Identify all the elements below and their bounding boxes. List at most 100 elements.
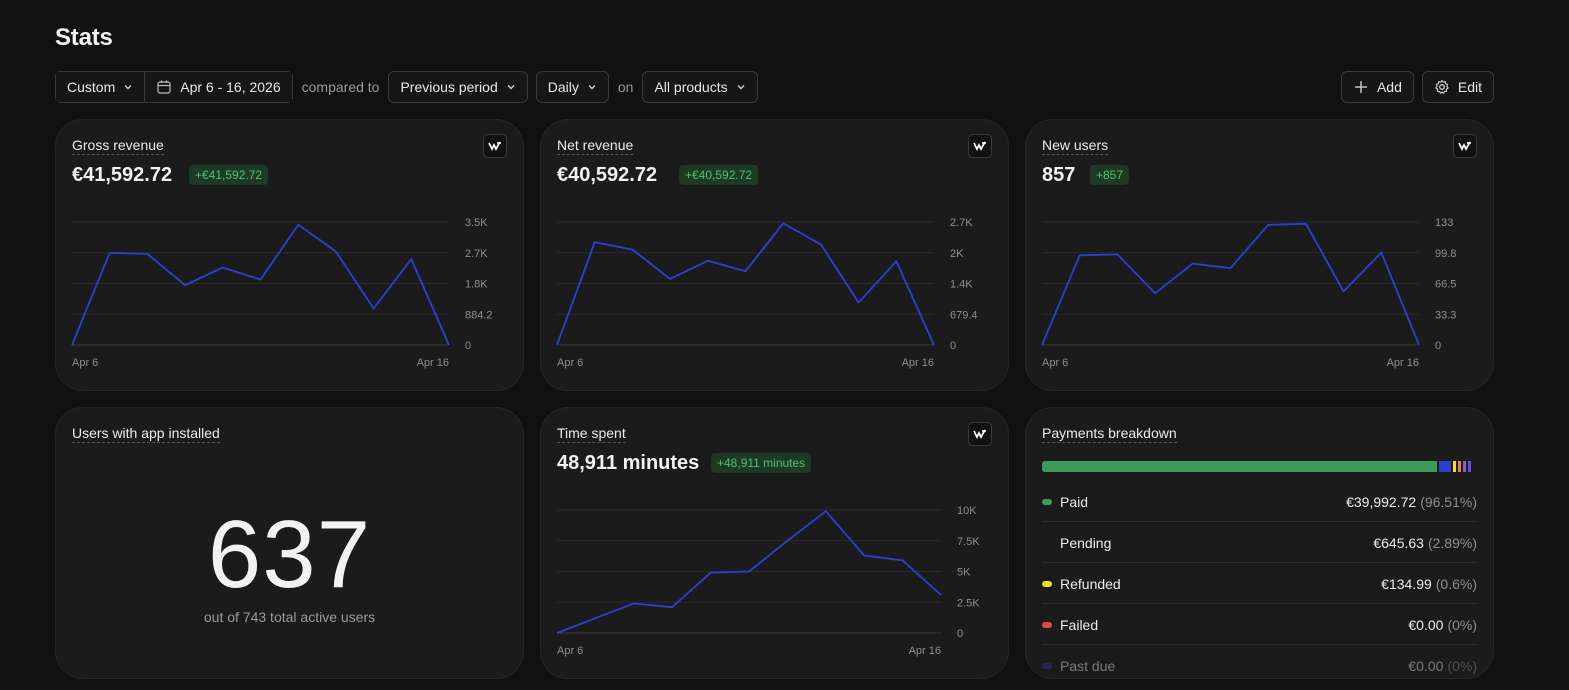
card-value: €40,592.72 xyxy=(557,164,658,186)
payments-breakdown-card[interactable]: Payments breakdown Paid €39,992.72 (96.5… xyxy=(1025,407,1494,679)
date-range-picker[interactable]: Apr 6 - 16, 2026 xyxy=(144,72,292,102)
payment-status: Pending xyxy=(1060,534,1112,551)
x-tick-label: Apr 6 xyxy=(1042,357,1068,369)
payment-percent: (0%) xyxy=(1447,616,1477,633)
filter-toolbar: Custom Apr 6 - 16, 2026 compared to Prev… xyxy=(55,71,758,103)
y-tick-label: 2.7K xyxy=(950,217,973,229)
y-tick-label: 99.8 xyxy=(1435,248,1456,260)
status-dot xyxy=(1042,580,1052,587)
edit-button[interactable]: Edit xyxy=(1421,71,1494,103)
status-dot xyxy=(1042,663,1052,669)
card-title: New users xyxy=(1042,137,1109,155)
payment-amount: €645.63 xyxy=(1373,534,1424,551)
page-title: Stats xyxy=(55,24,113,51)
add-label: Add xyxy=(1376,79,1402,95)
card-title: Time spent xyxy=(557,425,626,443)
new-users-card[interactable]: New users 857 +857 0 33.3 66.5 99.8 133 Apr 6… xyxy=(1025,119,1494,391)
compare-select[interactable]: Previous period xyxy=(388,71,528,103)
chevron-down-icon xyxy=(588,85,596,90)
change-badge: +€40,592.72 xyxy=(679,165,759,185)
payment-row-past-due: Past due €0.00 (0%) xyxy=(1042,646,1477,678)
bar-segment-other xyxy=(1463,461,1466,472)
range-type-select[interactable]: Custom xyxy=(56,72,145,102)
payment-row-failed: Failed €0.00 (0%) xyxy=(1042,605,1477,645)
x-tick-label: Apr 16 xyxy=(1387,357,1419,369)
x-tick-label: Apr 16 xyxy=(909,645,941,657)
payment-row-paid: Paid €39,992.72 (96.51%) xyxy=(1042,482,1477,522)
payment-row-pending: Pending €645.63 (2.89%) xyxy=(1042,523,1477,563)
series-line xyxy=(556,510,942,634)
stripe-icon xyxy=(1453,134,1477,158)
y-tick-label: 0 xyxy=(957,628,963,640)
y-tick-label: 66.5 xyxy=(1435,279,1456,291)
time-spent-chart: 0 2.5K 5K 7.5K 10K Apr 6 Apr 16 xyxy=(556,505,980,657)
change-badge: +857 xyxy=(1090,165,1130,185)
y-tick-label: 7.5K xyxy=(957,536,980,548)
y-tick-label: 33.3 xyxy=(1435,309,1456,321)
y-tick-label: 133 xyxy=(1435,217,1453,229)
status-dot xyxy=(1042,498,1052,505)
series-line xyxy=(71,223,450,346)
payment-amount: €0.00 xyxy=(1408,616,1444,633)
card-title: Gross revenue xyxy=(72,137,164,155)
y-tick-label: 679.4 xyxy=(950,309,978,321)
right-tools: Add Edit xyxy=(1340,71,1494,103)
y-tick-label: 5K xyxy=(957,567,971,579)
y-tick-label: 0 xyxy=(1435,340,1441,352)
bar-segment-refunded xyxy=(1453,461,1456,472)
stripe-icon xyxy=(968,134,992,158)
interval-select[interactable]: Daily xyxy=(535,71,609,103)
y-tick-label: 1.4K xyxy=(950,279,973,291)
y-tick-label: 2.5K xyxy=(957,597,980,609)
y-tick-label: 0 xyxy=(465,340,471,352)
net-revenue-card[interactable]: Net revenue €40,592.72 +€40,592.72 0 679.… xyxy=(540,119,1009,391)
net-revenue-chart: 0 679.4 1.4K 2K 2.7K Apr 6 Apr 16 xyxy=(556,217,978,369)
payment-amount: €0.00 xyxy=(1408,658,1444,674)
bar-segment-other xyxy=(1458,461,1461,472)
payment-percent: (0%) xyxy=(1447,658,1477,674)
x-tick-label: Apr 6 xyxy=(557,645,583,657)
y-tick-label: 2.7K xyxy=(465,248,488,260)
payment-percent: (0.6%) xyxy=(1435,575,1477,592)
chevron-down-icon xyxy=(124,85,132,90)
gross-revenue-card[interactable]: Gross revenue €41,592.72 +€41,592.72 0 88… xyxy=(55,119,524,391)
time-spent-card[interactable]: Time spent 48,911 minutes +48,911 minute… xyxy=(540,407,1009,679)
chevron-down-icon xyxy=(737,85,745,90)
payment-percent: (96.51%) xyxy=(1420,493,1477,510)
card-title: Payments breakdown xyxy=(1042,425,1177,443)
y-tick-label: 1.8K xyxy=(465,279,488,291)
y-tick-label: 0 xyxy=(950,340,956,352)
y-tick-label: 2K xyxy=(950,248,964,260)
x-tick-label: Apr 16 xyxy=(417,357,449,369)
card-value: 857 xyxy=(1042,164,1076,186)
payment-status: Refunded xyxy=(1060,575,1121,592)
stripe-icon xyxy=(968,422,992,446)
series-line xyxy=(1041,222,1420,346)
gross-revenue-chart: 0 884.2 1.8K 2.7K 3.5K Apr 6 Apr 16 xyxy=(71,217,493,369)
series-line xyxy=(556,222,935,346)
payment-status: Paid xyxy=(1060,493,1089,510)
y-tick-label: 10K xyxy=(957,505,977,517)
y-tick-label: 3.5K xyxy=(465,217,488,229)
product-filter-select[interactable]: All products xyxy=(642,71,758,103)
change-badge: +€41,592.72 xyxy=(189,165,269,185)
range-type-label: Custom xyxy=(67,79,116,95)
add-button[interactable]: Add xyxy=(1340,71,1414,103)
on-text: on xyxy=(617,79,634,95)
y-tick-label: 884.2 xyxy=(465,309,493,321)
app-installed-card[interactable]: Users with app installed 637 out of 743 … xyxy=(55,407,524,679)
installed-count: 637 xyxy=(207,501,372,608)
edit-label: Edit xyxy=(1457,79,1482,95)
change-badge: +48,911 minutes xyxy=(711,453,812,473)
bar-segment-pending xyxy=(1439,461,1451,472)
date-range-group: Custom Apr 6 - 16, 2026 xyxy=(55,71,293,103)
calendar-icon xyxy=(157,80,171,94)
payment-status: Past due xyxy=(1060,658,1116,674)
compared-to-text: compared to xyxy=(301,79,380,95)
interval-label: Daily xyxy=(547,79,579,95)
card-value: 48,911 minutes xyxy=(557,452,700,474)
card-value: €41,592.72 xyxy=(72,164,173,186)
payment-percent: (2.89%) xyxy=(1427,534,1477,551)
payment-status: Failed xyxy=(1060,616,1099,633)
installed-subtitle: out of 743 total active users xyxy=(203,609,376,625)
